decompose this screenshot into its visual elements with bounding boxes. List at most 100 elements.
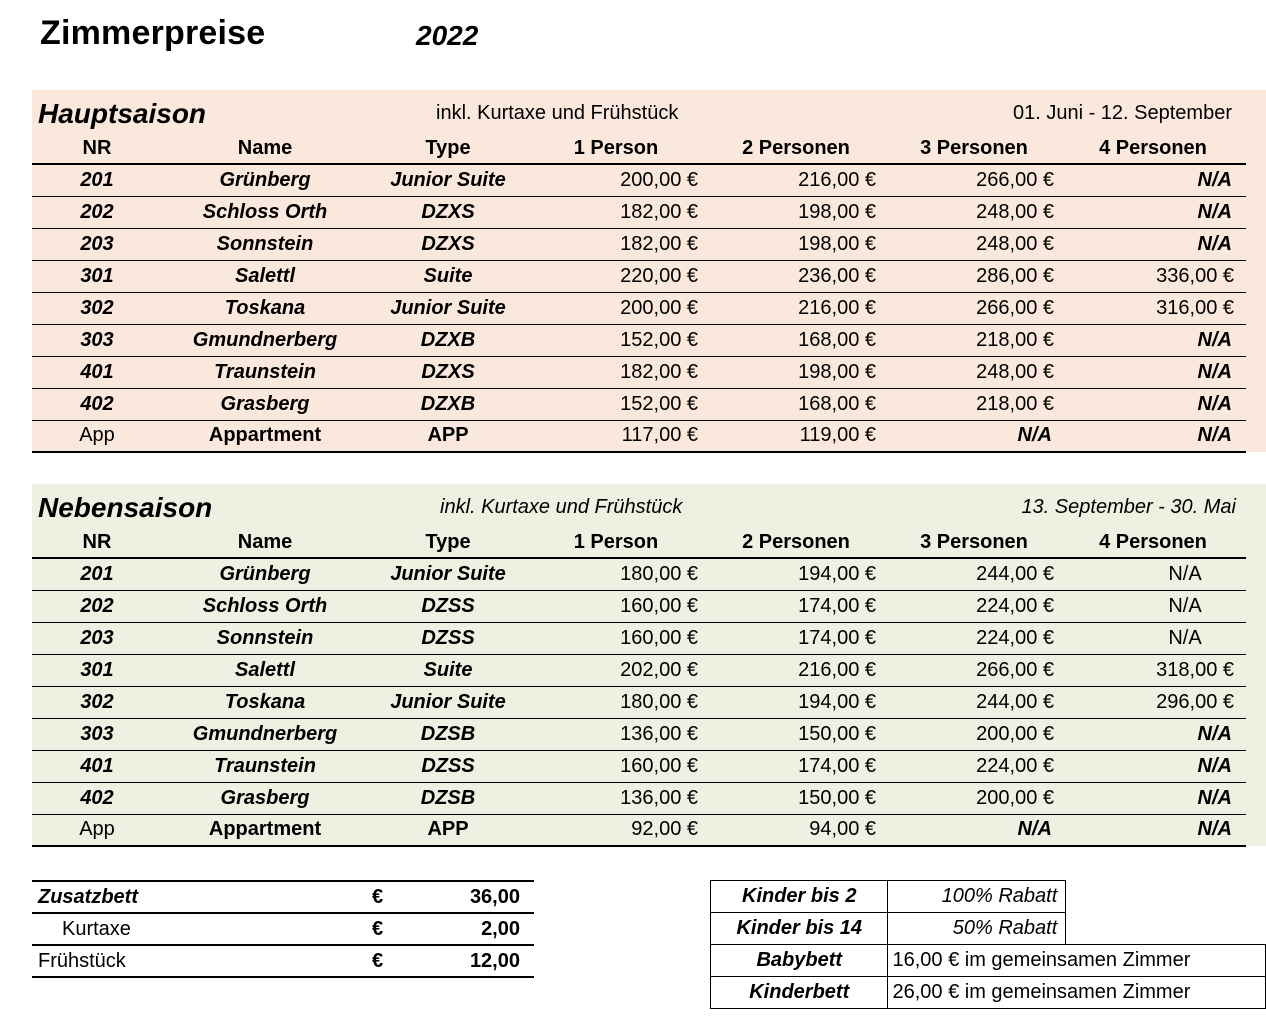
price-1-person: 220,00 € <box>528 260 710 293</box>
room-type: DZXS <box>368 196 528 229</box>
price-4-personen: N/A <box>1066 622 1246 655</box>
room-name: Traunstein <box>162 750 368 783</box>
room-name: Toskana <box>162 686 368 719</box>
price-2-personen: 174,00 € <box>710 622 888 655</box>
price-1-person: 92,00 € <box>528 814 710 847</box>
empty-cell <box>1066 881 1266 913</box>
room-name: Appartment <box>162 814 368 847</box>
room-type: APP <box>368 420 528 453</box>
column-header-1-person: 1 Person <box>528 134 710 165</box>
price-3-personen: N/A <box>888 420 1066 453</box>
column-header-2-personen: 2 Personen <box>710 134 888 165</box>
column-header-type: Type <box>368 528 528 559</box>
kids-note: 26,00 € im gemeinsamen Zimmer <box>887 976 1266 1009</box>
table-row: 203 Sonnstein DZSS 160,00 €174,00 €224,00 €… <box>32 622 1246 655</box>
extras-value: 2,00 <box>422 913 534 946</box>
column-header-4-personen: 4 Personen <box>1066 134 1246 165</box>
room-name: Gmundnerberg <box>162 718 368 751</box>
room-number: 201 <box>32 164 162 197</box>
room-name: Grünberg <box>162 164 368 197</box>
column-header-4-personen: 4 Personen <box>1066 528 1246 559</box>
extras-row: Zusatzbett € 36,00 <box>32 880 534 914</box>
room-name: Sonnstein <box>162 228 368 261</box>
room-type: Suite <box>368 260 528 293</box>
room-name: Grünberg <box>162 558 368 591</box>
price-3-personen: 224,00 € <box>888 622 1066 655</box>
price-2-personen: 150,00 € <box>710 718 888 751</box>
column-header-nr: NR <box>32 528 162 559</box>
price-2-personen: 174,00 € <box>710 590 888 623</box>
column-header-2-personen: 2 Personen <box>710 528 888 559</box>
room-number: 301 <box>32 260 162 293</box>
extras-currency: € <box>372 945 422 978</box>
price-2-personen: 216,00 € <box>710 164 888 197</box>
page-year: 2022 <box>416 20 479 51</box>
price-2-personen: 198,00 € <box>710 228 888 261</box>
room-name: Toskana <box>162 292 368 325</box>
room-number: 302 <box>32 686 162 719</box>
kids-row: Kinder bis 14 50% Rabatt <box>709 912 1266 945</box>
room-number: 203 <box>32 228 162 261</box>
price-2-personen: 150,00 € <box>710 782 888 815</box>
price-4-personen: N/A <box>1066 782 1246 815</box>
price-1-person: 200,00 € <box>528 164 710 197</box>
kids-label: Kinderbett <box>709 976 889 1009</box>
column-header-name: Name <box>162 528 368 559</box>
table-row: 303 Gmundnerberg DZXB 152,00 €168,00 €218,0… <box>32 324 1246 357</box>
season-note: inkl. Kurtaxe und Frühstück <box>440 496 683 518</box>
room-name: Salettl <box>162 260 368 293</box>
price-3-personen: 266,00 € <box>888 292 1066 325</box>
price-4-personen: N/A <box>1066 196 1246 229</box>
season-dates: 13. September - 30. Mai <box>1021 496 1236 518</box>
column-header-nr: NR <box>32 134 162 165</box>
extras-label: Zusatzbett <box>32 880 372 914</box>
extras-currency: € <box>372 880 422 914</box>
price-1-person: 160,00 € <box>528 750 710 783</box>
room-type: DZSS <box>368 622 528 655</box>
price-4-personen: N/A <box>1066 356 1246 389</box>
price-1-person: 136,00 € <box>528 782 710 815</box>
price-3-personen: 224,00 € <box>888 750 1066 783</box>
season-dates: 01. Juni - 12. September <box>1012 102 1232 124</box>
column-header-1-person: 1 Person <box>528 528 710 559</box>
room-type: DZXS <box>368 356 528 389</box>
kids-row: Kinder bis 2 100% Rabatt <box>709 880 1266 913</box>
table-row: 301 Salettl Suite 202,00 €216,00 €266,00 €3… <box>32 654 1246 687</box>
room-name: Sonnstein <box>162 622 368 655</box>
price-2-personen: 119,00 € <box>710 420 888 453</box>
room-type: DZXB <box>368 388 528 421</box>
price-4-personen: 318,00 € <box>1066 654 1246 687</box>
price-3-personen: 248,00 € <box>888 196 1066 229</box>
table-row: 401 Traunstein DZXS 182,00 €198,00 €248,00 … <box>32 356 1246 389</box>
price-1-person: 152,00 € <box>528 388 710 421</box>
room-type: Junior Suite <box>368 558 528 591</box>
price-3-personen: 286,00 € <box>888 260 1066 293</box>
price-4-personen: 316,00 € <box>1066 292 1246 325</box>
room-number: 301 <box>32 654 162 687</box>
room-number: 202 <box>32 196 162 229</box>
room-type: Junior Suite <box>368 686 528 719</box>
season-name: Hauptsaison <box>38 98 207 129</box>
table-row: 202 Schloss Orth DZSS 160,00 €174,00 €224,0… <box>32 590 1246 623</box>
price-4-personen: N/A <box>1066 388 1246 421</box>
price-4-personen: N/A <box>1066 814 1246 847</box>
price-4-personen: N/A <box>1066 718 1246 751</box>
price-3-personen: 266,00 € <box>888 654 1066 687</box>
empty-cell <box>1066 913 1266 945</box>
column-header-3-personen: 3 Personen <box>888 528 1066 559</box>
price-2-personen: 198,00 € <box>710 356 888 389</box>
extras-row: Frühstück € 12,00 <box>32 945 534 978</box>
price-3-personen: 200,00 € <box>888 718 1066 751</box>
room-name: Schloss Orth <box>162 590 368 623</box>
page-title: Zimmerpreise <box>40 14 266 52</box>
nebensaison-table: NR Name Type 1 Person 2 Personen 3 Perso… <box>32 528 1246 847</box>
room-type: Junior Suite <box>368 164 528 197</box>
price-2-personen: 198,00 € <box>710 196 888 229</box>
kids-table: Kinder bis 2 100% Rabatt Kinder bis 14 5… <box>709 880 1266 1009</box>
kids-label: Babybett <box>709 944 889 977</box>
room-type: DZSS <box>368 590 528 623</box>
table-row: 202 Schloss Orth DZXS 182,00 €198,00 €248,0… <box>32 196 1246 229</box>
column-header-3-personen: 3 Personen <box>888 134 1066 165</box>
price-1-person: 180,00 € <box>528 686 710 719</box>
price-2-personen: 236,00 € <box>710 260 888 293</box>
